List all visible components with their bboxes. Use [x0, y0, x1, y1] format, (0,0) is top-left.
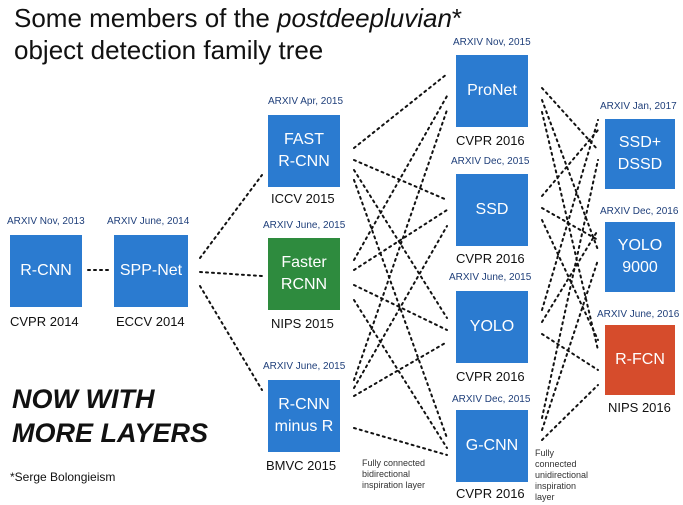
rfcn-node[interactable]: R-FCN: [605, 325, 675, 395]
yolo9000-arxiv-date: ARXIV Dec, 2016: [600, 206, 679, 217]
ssddssd-node[interactable]: SSD+ DSSD: [605, 119, 675, 189]
pronet-node[interactable]: ProNet: [456, 55, 528, 127]
edge-l3-2: [541, 99, 599, 251]
sppnet-node[interactable]: SPP-Net: [114, 235, 188, 307]
edge-l3-11: [541, 259, 599, 431]
diagram-title: Some members of the postdeepluvian* obje…: [14, 2, 462, 66]
rfcn-arxiv-date: ARXIV June, 2016: [597, 309, 680, 320]
edge-l3-6: [541, 219, 599, 341]
footnote: *Serge Bolongieism: [10, 470, 116, 484]
fastrcnn-node[interactable]: FAST R-CNN: [268, 115, 340, 187]
title-italic-word: postdeepluvian: [277, 3, 452, 33]
edge-l2-9: [353, 109, 448, 381]
unidirectional-layer-note: Fully connected unidirectional inspirati…: [535, 448, 589, 502]
pronet-venue: CVPR 2016: [456, 133, 525, 148]
ssd-node[interactable]: SSD: [456, 174, 528, 246]
edge-l2-10: [353, 225, 448, 389]
rfcn-venue: NIPS 2016: [608, 400, 671, 415]
ssd-venue: CVPR 2016: [456, 251, 525, 266]
sppnet-arxiv-date: ARXIV June, 2014: [107, 216, 190, 227]
rcnnminusr-node[interactable]: R-CNN minus R: [268, 380, 340, 452]
title-line-2: object detection family tree: [14, 35, 324, 65]
edge-sppnet-fasterrcnn: [199, 271, 263, 277]
edge-l2-6: [353, 209, 448, 271]
ssddssd-arxiv-date: ARXIV Jan, 2017: [600, 101, 677, 112]
edge-l2-11: [353, 341, 448, 397]
edge-l2-1: [353, 73, 448, 149]
fastrcnn-arxiv-date: ARXIV Apr, 2015: [268, 96, 344, 107]
edge-l3-4: [541, 129, 599, 197]
edge-l3-1: [541, 87, 599, 151]
edge-l2-12: [353, 427, 448, 456]
slogan-line-2: MORE LAYERS: [12, 418, 209, 448]
rcnn-node[interactable]: R-CNN: [10, 235, 82, 307]
gcnn-node[interactable]: G-CNN: [456, 410, 528, 482]
rcnn-arxiv-date: ARXIV Nov, 2013: [7, 216, 85, 227]
edge-l3-12: [541, 384, 599, 441]
edge-l2-8: [353, 299, 448, 449]
ssd-arxiv-date: ARXIV Dec, 2015: [451, 156, 530, 167]
bidirectional-layer-note: Fully connected bidirectional inspiratio…: [362, 458, 426, 490]
edge-l2-7: [353, 284, 448, 331]
slogan: NOW WITH MORE LAYERS: [12, 382, 208, 450]
fastrcnn-venue: ICCV 2015: [271, 191, 335, 206]
edge-sppnet-rcnnminusr: [199, 285, 263, 391]
rcnn-venue: CVPR 2014: [10, 314, 79, 329]
edge-l3-3: [541, 111, 599, 351]
yolo9000-node[interactable]: YOLO 9000: [605, 222, 675, 292]
edge-l2-5: [353, 95, 448, 261]
yolo-venue: CVPR 2016: [456, 369, 525, 384]
edge-l3-10: [541, 159, 599, 419]
gcnn-arxiv-date: ARXIV Dec, 2015: [452, 394, 531, 405]
edge-l2-3: [353, 169, 448, 319]
title-line-1: Some members of the postdeepluvian*: [14, 2, 462, 34]
yolo-node[interactable]: YOLO: [456, 291, 528, 363]
fasterrcnn-venue: NIPS 2015: [271, 316, 334, 331]
sppnet-venue: ECCV 2014: [116, 314, 185, 329]
edge-l3-5: [541, 207, 599, 241]
fasterrcnn-arxiv-date: ARXIV June, 2015: [263, 220, 346, 231]
fasterrcnn-node[interactable]: Faster RCNN: [268, 238, 340, 310]
rcnnminusr-arxiv-date: ARXIV June, 2015: [263, 361, 346, 372]
pronet-arxiv-date: ARXIV Nov, 2015: [453, 37, 531, 48]
edge-l3-8: [541, 229, 599, 323]
title-prefix: Some members of the: [14, 3, 277, 33]
yolo-arxiv-date: ARXIV June, 2015: [449, 272, 532, 283]
edge-l3-9: [541, 333, 599, 371]
edge-l2-2: [353, 159, 448, 201]
gcnn-venue: CVPR 2016: [456, 486, 525, 501]
edge-sppnet-fastrcnn: [199, 174, 263, 259]
rcnnminusr-venue: BMVC 2015: [266, 458, 337, 473]
slogan-line-1: NOW WITH: [12, 384, 155, 414]
title-asterisk: *: [451, 3, 463, 33]
